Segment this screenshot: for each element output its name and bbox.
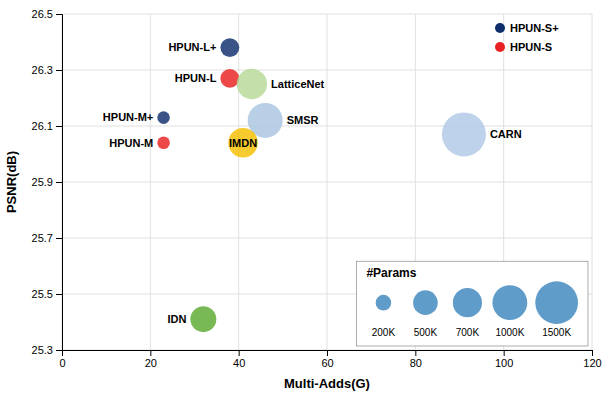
size-legend-label: 700K xyxy=(456,327,480,338)
bubble xyxy=(157,137,170,150)
tick-label: 80 xyxy=(410,357,422,369)
size-legend-box xyxy=(356,261,588,346)
size-legend-bubble xyxy=(413,290,438,315)
bubble xyxy=(220,69,239,88)
tick-mark xyxy=(415,350,416,356)
axis-line xyxy=(63,351,593,357)
tick-mark xyxy=(327,350,328,356)
tick-label: 25.9 xyxy=(32,176,53,188)
tick-label: 25.3 xyxy=(32,344,53,356)
size-legend-label: 200K xyxy=(372,327,396,338)
point-label: IMDN xyxy=(229,137,257,149)
grid-line-y xyxy=(62,70,592,71)
size-legend-label: 1000K xyxy=(495,327,524,338)
point-label: LatticeNet xyxy=(271,78,325,90)
bubble xyxy=(442,112,486,156)
grid xyxy=(62,14,592,350)
tick-mark xyxy=(239,350,240,356)
grid-line-y xyxy=(62,238,592,239)
tick-label: 60 xyxy=(321,357,333,369)
tick-label: 100 xyxy=(495,357,513,369)
annotation: HPUN-S xyxy=(510,41,552,53)
tick-label: 25.7 xyxy=(32,232,53,244)
grid-line-y xyxy=(62,126,592,127)
bubble xyxy=(190,306,216,332)
axis-line xyxy=(56,15,63,351)
annotation: HPUN-S+ xyxy=(510,22,559,34)
tick-mark xyxy=(56,126,62,127)
bubble xyxy=(228,128,257,157)
tick: 100 xyxy=(495,350,513,369)
point-label: HPUN-L+ xyxy=(168,41,216,53)
tick-mark xyxy=(56,238,62,239)
point-label: CARN xyxy=(490,128,522,140)
point-label: SMSR xyxy=(287,114,319,126)
tick-label: 26.5 xyxy=(32,8,53,20)
tick-label: 120 xyxy=(583,357,601,369)
tick-mark xyxy=(592,350,593,356)
annotations: HPUN-S+ HPUN-S xyxy=(495,22,559,53)
tick: 26.1 xyxy=(32,120,62,132)
bubble xyxy=(220,38,239,57)
tick: 25.7 xyxy=(32,232,62,244)
size-legend-label: 500K xyxy=(414,327,438,338)
size-legend: #Params 200K 500K 700K 1000K 1500K xyxy=(356,261,588,346)
size-legend-bubble xyxy=(535,281,578,324)
size-legend-bubble xyxy=(376,295,392,311)
tick-mark xyxy=(56,70,62,71)
x-axis-title: Multi-Adds(G) xyxy=(284,376,370,391)
point-label: IDN xyxy=(167,313,186,325)
annotation-dot xyxy=(495,42,505,52)
grid-line-y xyxy=(62,182,592,183)
tick: 26.5 xyxy=(32,8,62,20)
tick: 25.3 xyxy=(32,344,62,356)
tick-label: 0 xyxy=(59,357,65,369)
tick: 60 xyxy=(321,350,333,369)
size-legend-bubble xyxy=(492,285,527,320)
tick: 25.9 xyxy=(32,176,62,188)
tick: 120 xyxy=(583,350,601,369)
point-label: HPUN-M+ xyxy=(103,111,153,123)
tick: 20 xyxy=(145,350,157,369)
tick-label: 20 xyxy=(145,357,157,369)
tick-mark xyxy=(56,182,62,183)
tick-label: 26.3 xyxy=(32,64,53,76)
grid-line-y xyxy=(62,14,592,15)
tick-label: 26.1 xyxy=(32,120,53,132)
x-axis: 0 20 40 60 80 100 120 xyxy=(59,350,601,369)
y-axis: 25.3 25.5 25.7 25.9 26.1 26.3 26.5 xyxy=(32,8,63,356)
size-legend-bubble xyxy=(453,288,482,317)
tick: 80 xyxy=(410,350,422,369)
tick-label: 40 xyxy=(233,357,245,369)
tick-mark xyxy=(56,14,62,15)
size-legend-title: #Params xyxy=(366,266,416,280)
tick-mark xyxy=(56,350,62,351)
point-label: HPUN-L xyxy=(175,72,217,84)
annotation-dot xyxy=(495,23,505,33)
bubble xyxy=(157,111,170,124)
tick-label: 25.5 xyxy=(32,288,53,300)
size-legend-label: 1500K xyxy=(542,327,571,338)
y-axis-title: PSNR(dB) xyxy=(4,151,19,213)
tick: 26.3 xyxy=(32,64,62,76)
tick: 0 xyxy=(59,350,65,369)
tick: 40 xyxy=(233,350,245,369)
point-label: HPUN-M xyxy=(109,137,153,149)
chart: 02040608010012025.325.525.725.926.126.32… xyxy=(0,0,610,396)
tick: 25.5 xyxy=(32,288,62,300)
bubble xyxy=(237,69,267,99)
tick-mark xyxy=(150,350,151,356)
tick-mark xyxy=(504,350,505,356)
tick-mark xyxy=(56,294,62,295)
